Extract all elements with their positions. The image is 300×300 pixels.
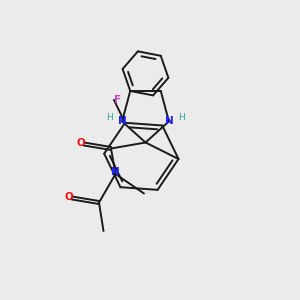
- Text: H: H: [106, 113, 113, 122]
- Text: N: N: [111, 167, 120, 177]
- Text: O: O: [64, 191, 74, 202]
- Text: O: O: [76, 137, 85, 148]
- Text: H: H: [178, 113, 185, 122]
- Text: N: N: [164, 116, 173, 126]
- Text: F: F: [114, 95, 121, 105]
- Text: N: N: [118, 116, 127, 126]
